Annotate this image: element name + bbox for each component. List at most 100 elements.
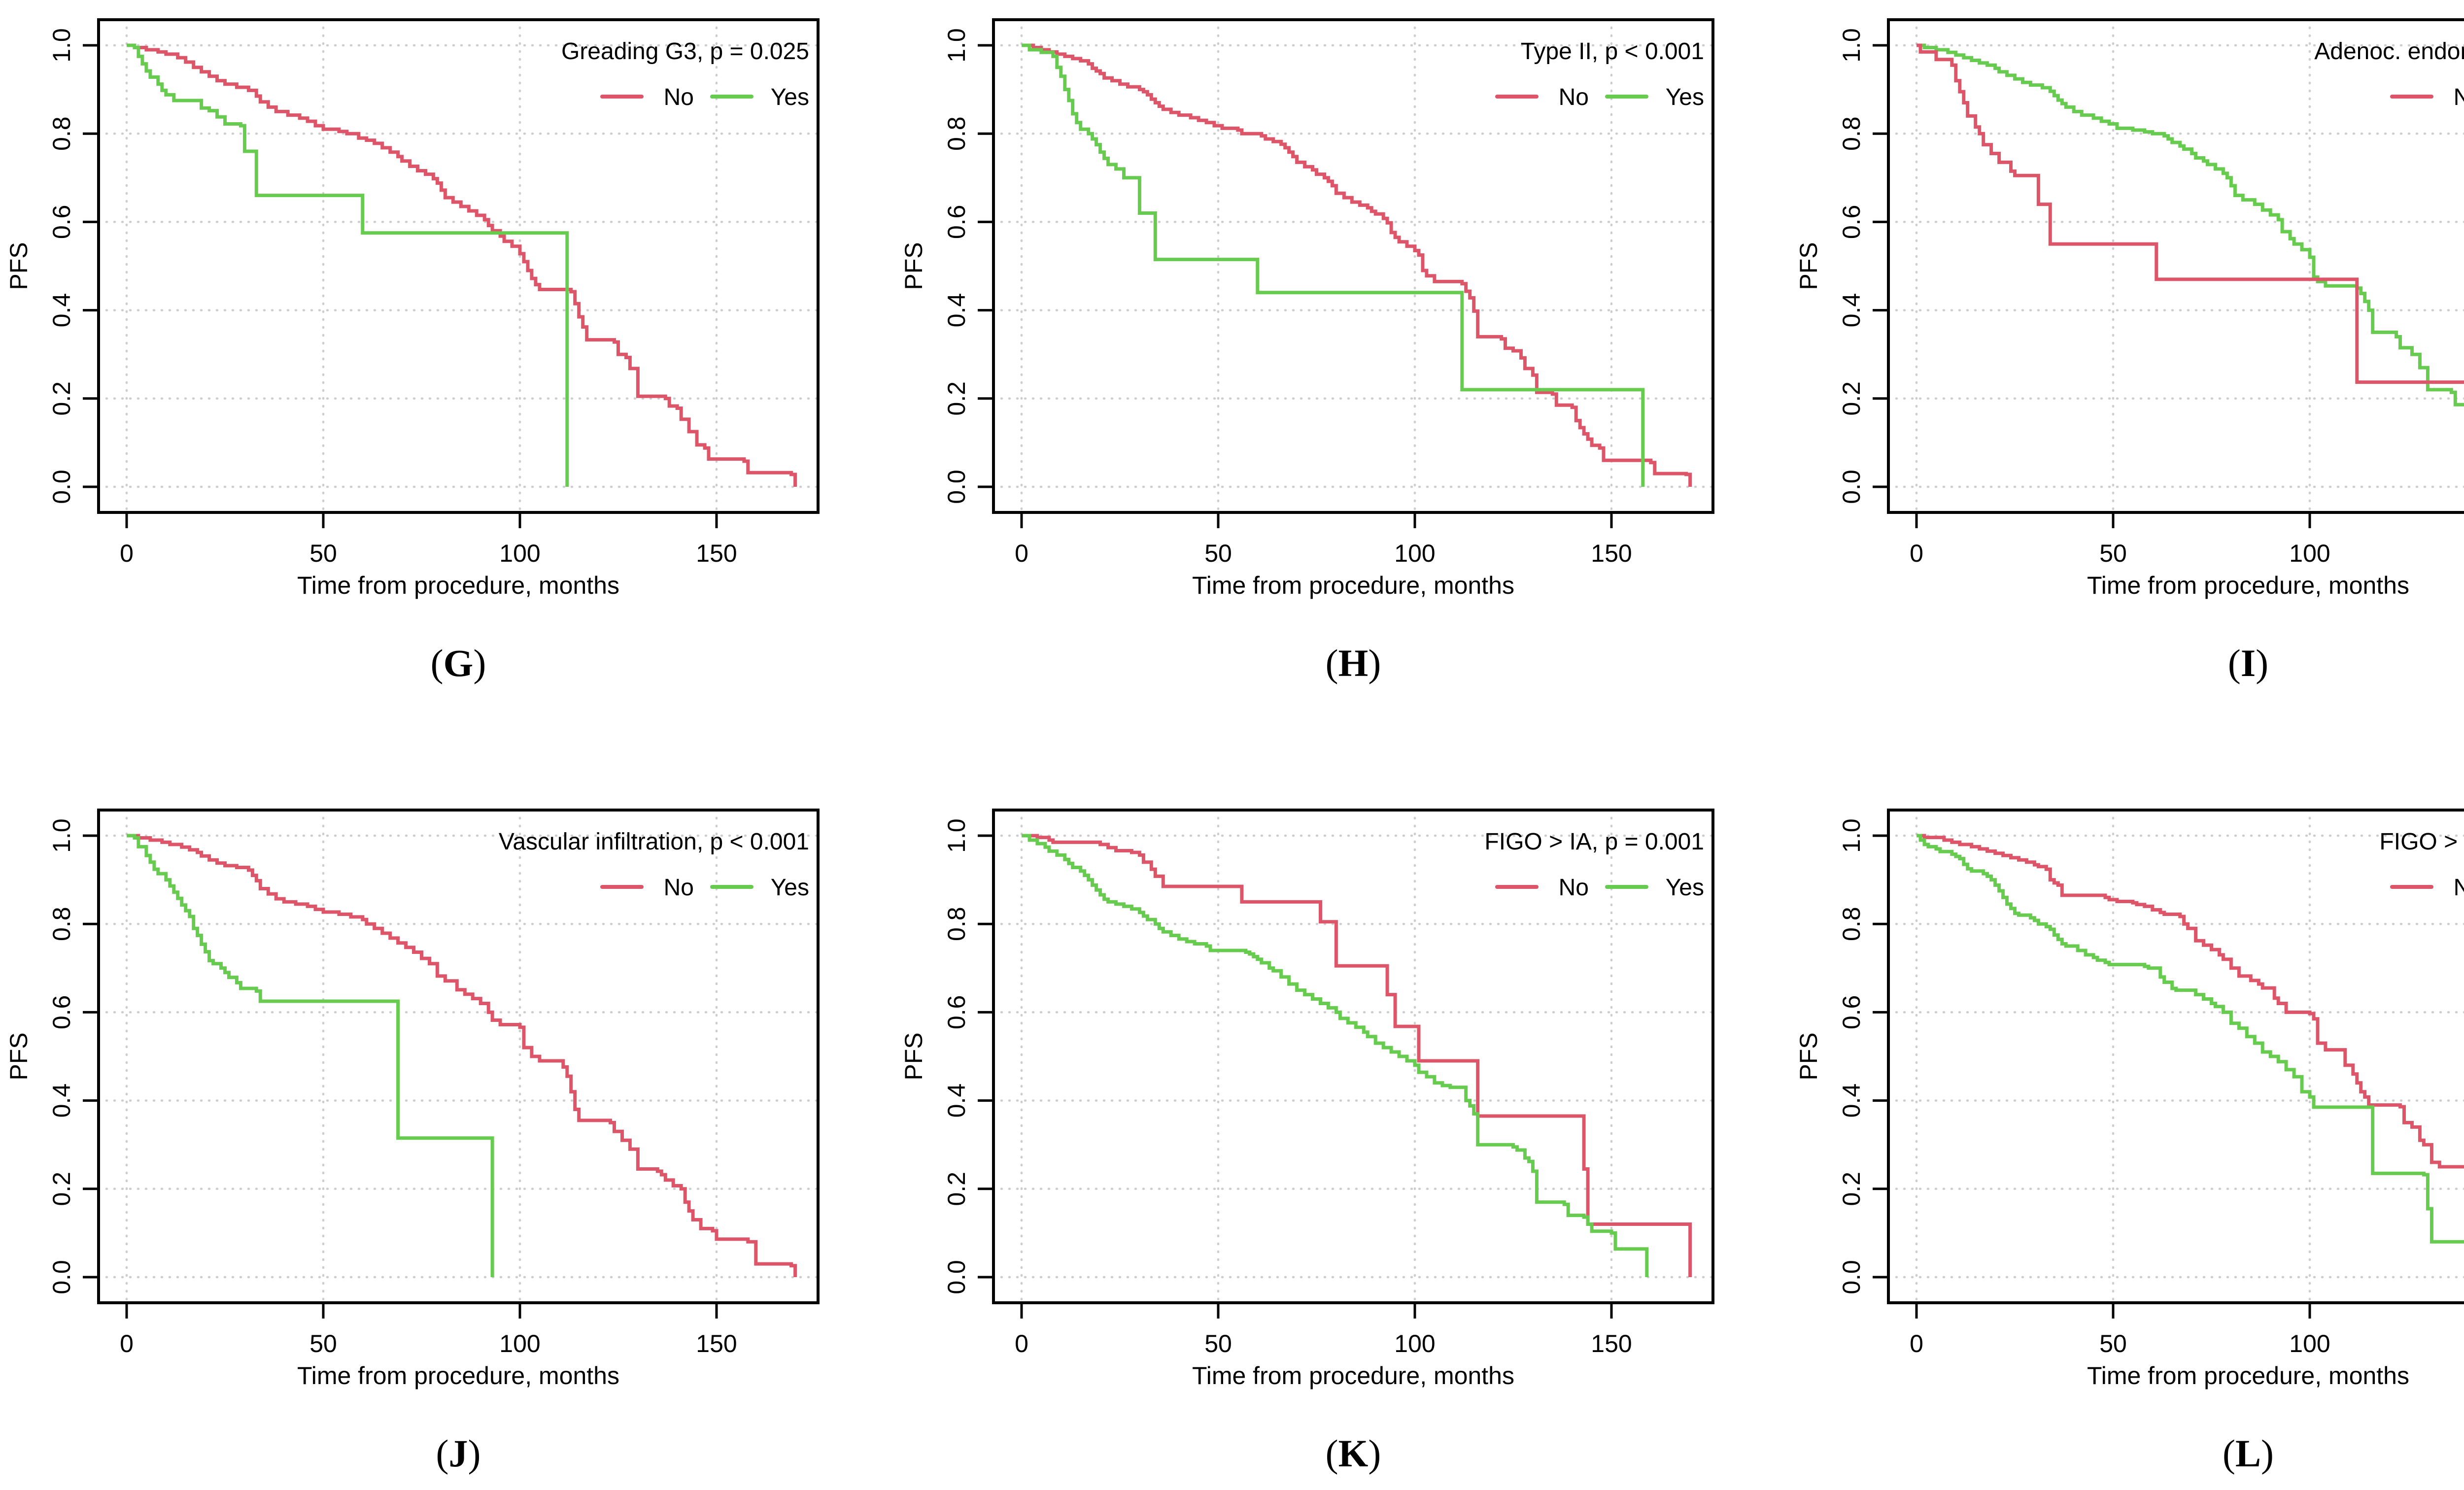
svg-text:0.4: 0.4 [48, 1084, 75, 1118]
km-panel-G: 0 50 100 150 0.0 0.2 0.4 0.6 0.8 1.0 Time from pro… [0, 0, 895, 745]
svg-text:0.2: 0.2 [1838, 381, 1865, 416]
legend-title: Vascular infiltration, p < 0.001 [499, 829, 809, 855]
svg-text:0.2: 0.2 [1838, 1172, 1865, 1206]
series-no-curve [1022, 43, 1692, 487]
svg-text:0.6: 0.6 [48, 995, 75, 1030]
legend: Greading G3, p = 0.025 No Yes [561, 38, 809, 110]
axis-ticks [83, 44, 718, 528]
legend-title: FIGO > IB, p = 0.001 [2379, 829, 2464, 855]
svg-text:0: 0 [1910, 1330, 1923, 1357]
svg-text:100: 100 [499, 1330, 540, 1357]
legend: FIGO > IA, p = 0.001 No Yes [1484, 829, 1704, 901]
svg-text:0.8: 0.8 [943, 907, 970, 941]
series-no-curve [1916, 834, 2464, 1169]
svg-text:0: 0 [120, 540, 134, 567]
legend-no-label: No [2454, 84, 2464, 110]
legend-title: Type II, p < 0.001 [1521, 38, 1704, 65]
series-yes-curve [1916, 834, 2464, 1244]
svg-text:0.2: 0.2 [48, 381, 75, 416]
panel-caption: (I) [2228, 642, 2268, 684]
km-panel-H: 0 50 100 150 0.0 0.2 0.4 0.6 0.8 1.0 Time from pro… [895, 0, 1790, 745]
svg-text:100: 100 [1394, 540, 1435, 567]
y-tick-labels: 0.0 0.2 0.4 0.6 0.8 1.0 [1838, 28, 1865, 504]
svg-text:150: 150 [696, 540, 737, 567]
legend: Type II, p < 0.001 No Yes [1495, 38, 1704, 110]
x-axis-title: Time from procedure, months [297, 1362, 619, 1389]
svg-text:0.8: 0.8 [943, 116, 970, 151]
svg-text:0.0: 0.0 [48, 1260, 75, 1294]
km-plot-K: 0 50 100 150 0.0 0.2 0.4 0.6 0.8 1.0 Time from pro… [895, 790, 1790, 1480]
plot-background [895, 0, 1790, 690]
svg-text:1.0: 1.0 [1838, 818, 1865, 853]
svg-text:150: 150 [1591, 540, 1632, 567]
svg-text:1.0: 1.0 [943, 28, 970, 63]
svg-text:0: 0 [1910, 540, 1923, 567]
axis-ticks [978, 834, 1613, 1319]
svg-text:0.0: 0.0 [48, 470, 75, 504]
svg-text:0: 0 [1015, 540, 1028, 567]
series-no-curve [127, 43, 797, 487]
legend-no-label: No [1559, 875, 1589, 901]
svg-text:0.0: 0.0 [1838, 470, 1865, 504]
y-axis-title: PFS [1795, 242, 1822, 290]
y-axis-title: PFS [900, 1032, 927, 1080]
panel-caption: (K) [1326, 1432, 1381, 1475]
panel-caption: (L) [2223, 1432, 2274, 1475]
svg-text:0.4: 0.4 [1838, 293, 1865, 328]
km-plot-G: 0 50 100 150 0.0 0.2 0.4 0.6 0.8 1.0 Time from pro… [0, 0, 895, 690]
svg-text:0.2: 0.2 [943, 381, 970, 416]
series-no-curve [127, 834, 797, 1277]
series-yes-curve [1022, 43, 1645, 487]
km-panel-K: 0 50 100 150 0.0 0.2 0.4 0.6 0.8 1.0 Time from pro… [895, 745, 1790, 1490]
legend-title: Adenoc. endom., p < 0.001 [2314, 38, 2464, 65]
svg-text:100: 100 [2289, 1330, 2330, 1357]
y-axis-title: PFS [5, 1032, 33, 1080]
svg-text:0.0: 0.0 [943, 1260, 970, 1294]
gridlines [97, 809, 820, 1304]
svg-text:50: 50 [1204, 1330, 1232, 1357]
y-tick-labels: 0.0 0.2 0.4 0.6 0.8 1.0 [1838, 818, 1865, 1294]
legend-no-label: No [1559, 84, 1589, 110]
km-plot-H: 0 50 100 150 0.0 0.2 0.4 0.6 0.8 1.0 Time from pro… [895, 0, 1790, 690]
gridlines [1887, 18, 2464, 514]
svg-text:0.8: 0.8 [1838, 116, 1865, 151]
x-axis-title: Time from procedure, months [297, 572, 619, 599]
legend-yes-label: Yes [771, 84, 809, 110]
axis-ticks [1873, 834, 2311, 1319]
axis-ticks [978, 44, 1613, 528]
plot-border [1887, 18, 2464, 514]
x-axis-title: Time from procedure, months [1192, 572, 1514, 599]
legend-no-label: No [664, 875, 694, 901]
svg-text:0.8: 0.8 [48, 116, 75, 151]
y-axis-title: PFS [900, 242, 927, 290]
svg-text:1.0: 1.0 [48, 818, 75, 853]
svg-text:0.6: 0.6 [1838, 995, 1865, 1030]
plot-background [0, 0, 895, 690]
plot-border [97, 809, 820, 1304]
km-plot-J: 0 50 100 150 0.0 0.2 0.4 0.6 0.8 1.0 Time from pro… [0, 790, 895, 1480]
svg-text:50: 50 [2099, 540, 2127, 567]
plot-border [992, 18, 1714, 514]
km-panel-J: 0 50 100 150 0.0 0.2 0.4 0.6 0.8 1.0 Time from pro… [0, 745, 895, 1490]
svg-text:50: 50 [309, 1330, 337, 1357]
svg-text:0.6: 0.6 [48, 205, 75, 239]
legend-title: FIGO > IA, p = 0.001 [1484, 829, 1704, 855]
gridlines [97, 18, 820, 514]
svg-text:50: 50 [309, 540, 337, 567]
svg-text:1.0: 1.0 [48, 28, 75, 63]
svg-text:0: 0 [1015, 1330, 1028, 1357]
plot-border [992, 809, 1714, 1304]
svg-text:100: 100 [499, 540, 540, 567]
panel-caption: (H) [1326, 642, 1381, 684]
y-axis-title: PFS [5, 242, 33, 290]
x-tick-labels: 0 50 100 150 [120, 540, 737, 567]
svg-text:50: 50 [2099, 1330, 2127, 1357]
